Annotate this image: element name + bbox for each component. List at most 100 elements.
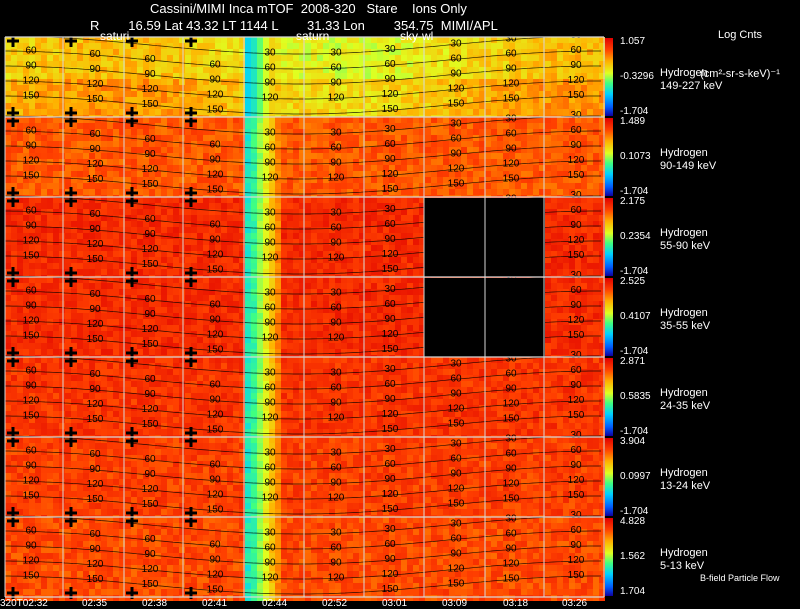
- heat-cell: [437, 117, 443, 123]
- heat-cell: [311, 227, 317, 233]
- heat-cell: [347, 209, 353, 215]
- heat-cell: [581, 269, 587, 275]
- heat-cell: [245, 141, 251, 147]
- heat-cell: [161, 349, 167, 355]
- heat-cell: [521, 61, 527, 67]
- heat-cell: [293, 79, 299, 85]
- heat-cell: [251, 197, 257, 203]
- heat-cell: [143, 61, 149, 67]
- heat-cell: [155, 251, 161, 257]
- heat-cell: [341, 221, 347, 227]
- heat-cell: [413, 55, 419, 61]
- heat-cell: [473, 117, 479, 123]
- heat-cell: [23, 349, 29, 355]
- heat-cell: [257, 79, 263, 85]
- heat-cell: [593, 141, 599, 147]
- heat-cell: [377, 123, 383, 129]
- heat-cell: [329, 245, 335, 251]
- heat-cell: [371, 103, 377, 109]
- contour-label: 150: [448, 178, 465, 189]
- heat-cell: [221, 257, 227, 263]
- heat-cell: [77, 153, 83, 159]
- contour-label: 150: [382, 184, 399, 195]
- heat-cell: [5, 239, 11, 245]
- heat-cell: [383, 49, 389, 55]
- heat-cell: [317, 79, 323, 85]
- heat-cell: [359, 165, 365, 171]
- heat-cell: [305, 55, 311, 61]
- heat-cell: [509, 109, 515, 115]
- heat-cell: [515, 147, 521, 153]
- heat-cell: [527, 165, 533, 171]
- heat-cell: [77, 171, 83, 177]
- contour-label: 120: [87, 239, 104, 250]
- heat-cell: [197, 227, 203, 233]
- heat-cell: [587, 73, 593, 79]
- heat-cell: [557, 61, 563, 67]
- heat-cell: [281, 171, 287, 177]
- heat-cell: [311, 147, 317, 153]
- heat-cell: [383, 165, 389, 171]
- heat-cell: [77, 245, 83, 251]
- heat-cell: [437, 165, 443, 171]
- heat-cell: [95, 313, 101, 319]
- heat-cell: [119, 91, 125, 97]
- heat-cell: [263, 319, 269, 325]
- contour-label: 120: [382, 249, 399, 260]
- heat-cell: [557, 97, 563, 103]
- heat-cell: [215, 55, 221, 61]
- heat-cell: [575, 245, 581, 251]
- heat-cell: [203, 277, 209, 283]
- heat-cell: [587, 269, 593, 275]
- heat-cell: [359, 171, 365, 177]
- heat-cell: [185, 55, 191, 61]
- heat-cell: [125, 263, 131, 269]
- heat-cell: [353, 251, 359, 257]
- heat-cell: [209, 177, 215, 183]
- heat-cell: [551, 73, 557, 79]
- heat-cell: [197, 123, 203, 129]
- heat-cell: [65, 325, 71, 331]
- heat-cell: [371, 257, 377, 263]
- heat-cell: [143, 283, 149, 289]
- heat-cell: [515, 103, 521, 109]
- heat-cell: [125, 251, 131, 257]
- heat-cell: [557, 177, 563, 183]
- heat-cell: [281, 197, 287, 203]
- heat-cell: [179, 103, 185, 109]
- heat-cell: [35, 135, 41, 141]
- heat-cell: [245, 197, 251, 203]
- heat-cell: [557, 73, 563, 79]
- heat-cell: [353, 227, 359, 233]
- heat-cell: [269, 153, 275, 159]
- heat-cell: [173, 61, 179, 67]
- heat-cell: [167, 319, 173, 325]
- heat-cell: [551, 117, 557, 123]
- heat-cell: [455, 85, 461, 91]
- heat-cell: [149, 233, 155, 239]
- heat-cell: [83, 129, 89, 135]
- heat-cell: [17, 313, 23, 319]
- heat-cell: [269, 73, 275, 79]
- heat-cell: [89, 295, 95, 301]
- heat-cell: [233, 43, 239, 49]
- heat-cell: [431, 109, 437, 115]
- contour-line: [5, 195, 601, 215]
- heat-cell: [407, 221, 413, 227]
- heat-cell: [119, 85, 125, 91]
- heat-cell: [47, 227, 53, 233]
- heat-cell: [539, 37, 545, 43]
- heat-cell: [5, 79, 11, 85]
- heat-cell: [485, 43, 491, 49]
- heat-cell: [401, 227, 407, 233]
- heat-cell: [23, 141, 29, 147]
- heat-cell: [119, 251, 125, 257]
- heat-cell: [329, 97, 335, 103]
- heat-cell: [203, 349, 209, 355]
- heat-cell: [401, 269, 407, 275]
- heat-cell: [83, 337, 89, 343]
- heat-cell: [77, 257, 83, 263]
- heat-cell: [215, 331, 221, 337]
- heat-cell: [143, 43, 149, 49]
- heat-cell: [209, 197, 215, 203]
